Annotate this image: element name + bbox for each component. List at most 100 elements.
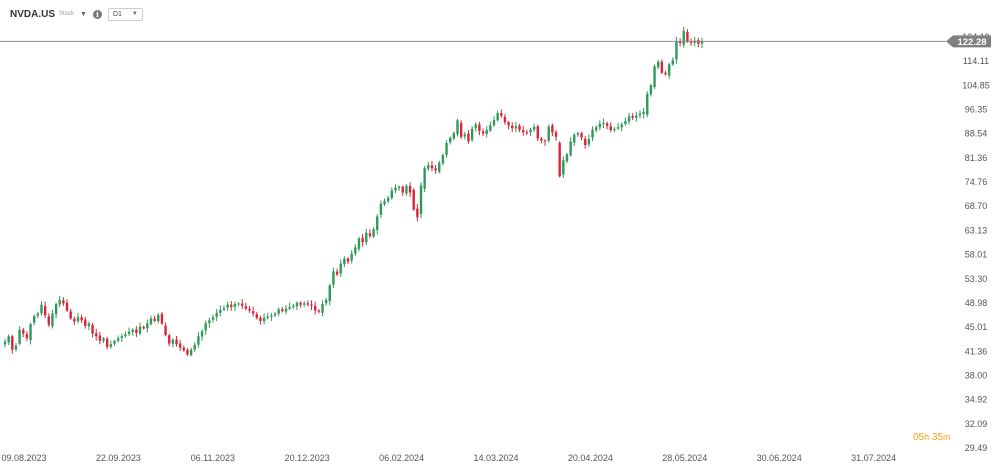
candles-group (3, 26, 704, 357)
candle (135, 326, 138, 338)
candle (277, 307, 280, 317)
candle (485, 126, 488, 138)
candle (317, 309, 321, 314)
symbol-label[interactable]: NVDA.US (10, 8, 56, 20)
candle (7, 334, 10, 346)
chevron-down-icon[interactable]: ▼ (80, 10, 87, 18)
candle-countdown-timer: 05h 35m (913, 432, 951, 443)
candle (474, 122, 477, 132)
candle (609, 122, 612, 133)
candle (219, 305, 222, 317)
x-tick-label: 06.02.2024 (379, 453, 424, 463)
candle (222, 305, 226, 312)
candle (518, 123, 521, 133)
candle (620, 122, 623, 132)
candle (456, 118, 459, 137)
candle (401, 185, 404, 196)
candle (390, 187, 394, 200)
candle (343, 256, 346, 268)
candle (259, 315, 262, 325)
x-tick-label: 06.11.2023 (191, 453, 235, 463)
candle (215, 309, 218, 322)
candle (529, 127, 532, 137)
candle (642, 107, 645, 119)
candle (339, 259, 342, 277)
candle (211, 314, 215, 323)
candle (178, 340, 182, 351)
candle (116, 335, 120, 343)
candle (189, 347, 193, 357)
candle (697, 37, 700, 48)
x-tick-label: 09.08.2023 (1, 453, 46, 463)
candle (569, 136, 572, 157)
candle (303, 301, 306, 307)
candle (32, 314, 36, 326)
y-tick-label: 88.54 (965, 129, 988, 139)
timer-hours-unit: h (924, 432, 930, 442)
candle (667, 62, 671, 79)
y-tick-label: 53.30 (965, 274, 988, 284)
y-tick-label: 104.85 (962, 80, 990, 90)
candle (631, 113, 634, 121)
candle (127, 327, 131, 337)
candle (408, 182, 412, 197)
candle (554, 129, 558, 141)
candle (547, 124, 550, 143)
y-tick-label: 58.01 (965, 250, 988, 260)
candle (613, 127, 616, 133)
candle (142, 325, 145, 330)
candle (157, 312, 160, 324)
timeframe-select[interactable]: D1 ▼ (107, 7, 143, 21)
candle (237, 302, 240, 307)
candle (591, 126, 594, 142)
candle (638, 110, 642, 119)
y-tick-label: 74.76 (965, 177, 988, 187)
candle (226, 301, 229, 311)
x-tick-label: 28.05.2024 (662, 453, 707, 463)
candle (22, 327, 25, 338)
candle (492, 116, 496, 127)
candle (459, 120, 463, 139)
x-tick-label: 20.04.2024 (568, 453, 613, 463)
chart-header: NVDA.US Stock ▼ i D1 ▼ (10, 6, 143, 22)
candle (427, 161, 430, 172)
candle (299, 301, 302, 308)
candle (653, 64, 656, 89)
candle (383, 198, 386, 206)
x-axis: 09.08.2023 22.09.2023 06.11.2023 20.12.2023… (1, 453, 896, 463)
candle (686, 29, 689, 43)
candle (204, 320, 207, 335)
candle (671, 57, 675, 66)
candle (584, 135, 587, 149)
candle (284, 305, 288, 315)
current-price-tag: 122.28 (946, 35, 991, 48)
candle (186, 348, 189, 356)
candle (394, 184, 397, 194)
candle (700, 37, 704, 48)
candle (324, 297, 328, 306)
candle (233, 301, 237, 312)
y-tick-label: 63.13 (965, 225, 988, 235)
candle (580, 131, 583, 141)
candle (95, 328, 98, 341)
candle (438, 160, 441, 174)
candle (635, 111, 638, 122)
info-icon[interactable]: i (92, 9, 102, 19)
candle (616, 122, 620, 130)
candle (18, 326, 21, 346)
candle (423, 165, 426, 193)
candle (357, 236, 361, 252)
candle (562, 156, 565, 179)
candle (627, 112, 631, 125)
candle (197, 332, 200, 348)
candle (551, 123, 554, 137)
y-tick-label: 114.11 (963, 56, 989, 66)
candle (175, 335, 178, 347)
candle (543, 139, 547, 146)
y-tick-label: 68.70 (965, 201, 988, 211)
candle (266, 312, 269, 320)
candle (514, 121, 518, 133)
candle (43, 301, 47, 319)
candle (660, 59, 664, 75)
